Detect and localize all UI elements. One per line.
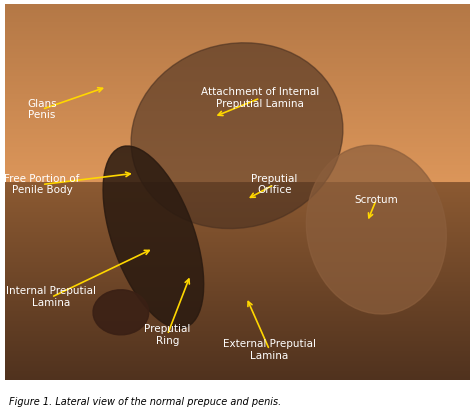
- Text: Figure 1. Lateral view of the normal prepuce and penis.: Figure 1. Lateral view of the normal pre…: [9, 397, 282, 407]
- Text: Preputial
Orifice: Preputial Orifice: [251, 174, 297, 195]
- Ellipse shape: [93, 290, 149, 335]
- Text: Glans
Penis: Glans Penis: [27, 99, 57, 120]
- Text: Preputial
Ring: Preputial Ring: [144, 324, 191, 346]
- Text: Attachment of Internal
Preputial Lamina: Attachment of Internal Preputial Lamina: [201, 87, 319, 109]
- Ellipse shape: [103, 146, 204, 328]
- Ellipse shape: [306, 145, 447, 314]
- Text: Free Portion of
Penile Body: Free Portion of Penile Body: [4, 174, 80, 195]
- Ellipse shape: [131, 43, 343, 228]
- Text: External Preputial
Lamina: External Preputial Lamina: [223, 339, 316, 361]
- Text: Scrotum: Scrotum: [355, 195, 398, 204]
- Text: Internal Preputial
Lamina: Internal Preputial Lamina: [6, 287, 96, 308]
